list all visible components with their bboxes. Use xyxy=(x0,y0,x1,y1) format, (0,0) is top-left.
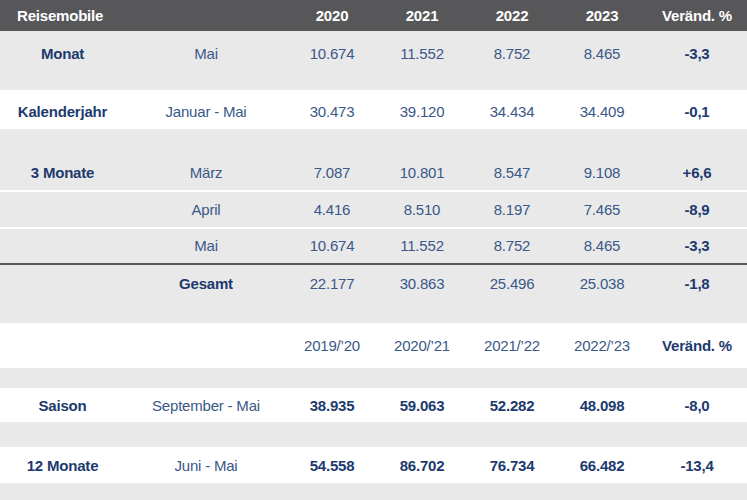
reisemobile-statistics-table: Reisemobile 2020 2021 2022 2023 Veränd. … xyxy=(0,0,747,500)
value-2022-23: 48.098 xyxy=(557,398,647,413)
table-row-gesamt: Gesamt 22.177 30.863 25.496 25.038 -1,8 xyxy=(0,265,747,301)
row-stripe xyxy=(0,368,747,388)
value-2021: 39.120 xyxy=(377,104,467,119)
value-2020-21: 59.063 xyxy=(377,398,467,413)
value-2022: 8.197 xyxy=(467,202,557,217)
table-row-kalenderjahr: Kalenderjahr Januar - Mai 30.473 39.120 … xyxy=(0,92,747,130)
table-row-3monate-maerz: 3 Monate März 7.087 10.801 8.547 9.108 +… xyxy=(0,150,747,194)
row-period: April xyxy=(125,202,287,217)
value-change: -13,4 xyxy=(647,458,747,473)
column-header-2022: 2022 xyxy=(467,8,557,23)
column-header-2020: 2020 xyxy=(287,8,377,23)
row-label: Monat xyxy=(0,46,125,61)
row-period: September - Mai xyxy=(125,398,287,413)
value-2023: 25.038 xyxy=(557,276,647,291)
column-header-2020-21: 2020/’21 xyxy=(377,338,467,353)
column-header-2021-22: 2021/’22 xyxy=(467,338,557,353)
row-label: Saison xyxy=(0,398,125,413)
value-2023: 8.465 xyxy=(557,238,647,253)
value-2021: 10.801 xyxy=(377,165,467,180)
value-2021: 11.552 xyxy=(377,238,467,253)
table-row-april: April 4.416 8.510 8.197 7.465 -8,9 xyxy=(0,192,747,226)
value-2021-22: 52.282 xyxy=(467,398,557,413)
value-2021: 30.863 xyxy=(377,276,467,291)
value-2022: 25.496 xyxy=(467,276,557,291)
table-header-row: Reisemobile 2020 2021 2022 2023 Veränd. … xyxy=(0,0,747,31)
value-2019-20: 38.935 xyxy=(287,398,377,413)
season-header-row: 2019/’20 2020/’21 2021/’22 2022/’23 Verä… xyxy=(0,323,747,367)
value-change: -0,1 xyxy=(647,104,747,119)
value-2023: 7.465 xyxy=(557,202,647,217)
value-2021: 11.552 xyxy=(377,46,467,61)
row-label: 3 Monate xyxy=(0,165,125,180)
column-header-2021: 2021 xyxy=(377,8,467,23)
value-2021: 8.510 xyxy=(377,202,467,217)
value-2020: 30.473 xyxy=(287,104,377,119)
value-2022: 8.752 xyxy=(467,238,557,253)
value-2020: 4.416 xyxy=(287,202,377,217)
row-period: März xyxy=(125,165,287,180)
value-change: +6,6 xyxy=(647,165,747,180)
value-change: -3,3 xyxy=(647,238,747,253)
value-2020: 7.087 xyxy=(287,165,377,180)
value-2022: 8.752 xyxy=(467,46,557,61)
value-change: -3,3 xyxy=(647,46,747,61)
row-label: Kalenderjahr xyxy=(0,104,125,119)
row-label: 12 Monate xyxy=(0,458,125,473)
value-2020: 22.177 xyxy=(287,276,377,291)
row-period: Gesamt xyxy=(125,276,287,291)
value-2022-23: 66.482 xyxy=(557,458,647,473)
row-stripe xyxy=(0,483,747,500)
value-change: -8,9 xyxy=(647,202,747,217)
value-2020: 10.674 xyxy=(287,238,377,253)
table-row-monat: Monat Mai 10.674 11.552 8.752 8.465 -3,3 xyxy=(0,31,747,75)
column-header-2019-20: 2019/’20 xyxy=(287,338,377,353)
value-2023: 9.108 xyxy=(557,165,647,180)
value-2021-22: 76.734 xyxy=(467,458,557,473)
column-header-change: Veränd. % xyxy=(647,338,747,353)
value-change: -1,8 xyxy=(647,276,747,291)
value-2023: 8.465 xyxy=(557,46,647,61)
value-2019-20: 54.558 xyxy=(287,458,377,473)
table-title: Reisemobile xyxy=(0,8,287,23)
row-period: Mai xyxy=(125,46,287,61)
row-period: Mai xyxy=(125,238,287,253)
row-stripe xyxy=(0,422,747,447)
column-header-2022-23: 2022/’23 xyxy=(557,338,647,353)
value-2020-21: 86.702 xyxy=(377,458,467,473)
value-2023: 34.409 xyxy=(557,104,647,119)
column-header-2023: 2023 xyxy=(557,8,647,23)
table-row-12monate: 12 Monate Juni - Mai 54.558 86.702 76.73… xyxy=(0,447,747,483)
row-period: Juni - Mai xyxy=(125,458,287,473)
row-period: Januar - Mai xyxy=(125,104,287,119)
column-header-change: Veränd. % xyxy=(647,8,747,23)
value-2022: 34.434 xyxy=(467,104,557,119)
table-row-saison: Saison September - Mai 38.935 59.063 52.… xyxy=(0,388,747,422)
table-row-mai: Mai 10.674 11.552 8.752 8.465 -3,3 xyxy=(0,229,747,262)
value-2020: 10.674 xyxy=(287,46,377,61)
value-2022: 8.547 xyxy=(467,165,557,180)
value-change: -8,0 xyxy=(647,398,747,413)
